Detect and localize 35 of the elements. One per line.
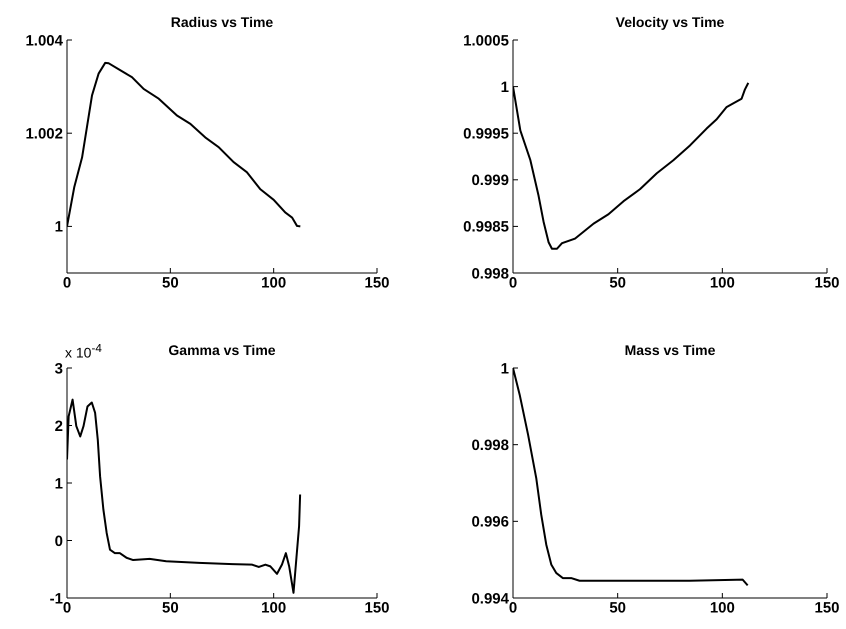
x-tick-label: 150 <box>814 274 840 292</box>
y-tick-label: 1 <box>500 360 509 378</box>
chart-title: Radius vs Time <box>170 14 274 30</box>
x-tick-label: 50 <box>162 600 179 617</box>
y-tick-label: 0.9995 <box>463 126 509 143</box>
chart-title: Gamma vs Time <box>168 342 276 358</box>
y-tick-label: 1 <box>500 78 509 96</box>
y-tick-label: 0.999 <box>471 172 509 190</box>
chart-title: Velocity vs Time <box>614 14 726 30</box>
y-tick-label: 1.002 <box>25 126 63 143</box>
y-tick-label: 3 <box>54 360 63 378</box>
y-tick-label: 2 <box>54 418 63 435</box>
y-tick-label: 0 <box>54 532 63 550</box>
y-tick-label: 1 <box>54 218 63 236</box>
x-tick-label: 100 <box>710 274 735 292</box>
y-tick-label: 0.998 <box>471 436 509 454</box>
y-tick-label: 0.994 <box>471 590 510 608</box>
text: x 10$^{-4}$ <box>65 342 102 361</box>
y-tick-label: 1 <box>54 475 63 492</box>
y-tick-label: 1.004 <box>25 32 64 50</box>
x-tick-label: 150 <box>364 600 390 617</box>
x-tick-label: 100 <box>261 274 286 292</box>
x-tick-label: 100 <box>710 600 735 617</box>
y-tick-label: 0.998 <box>471 265 509 282</box>
y-tick-label: -1 <box>50 590 63 608</box>
x-tick-label: 100 <box>261 600 286 617</box>
x-tick-label: 150 <box>814 600 840 617</box>
x-tick-label: 150 <box>364 274 390 292</box>
x-tick-label: 50 <box>609 600 626 617</box>
y-tick-label: 1.0005 <box>463 32 509 50</box>
x-tick-label: 50 <box>609 274 626 292</box>
x-tick-label: 50 <box>162 274 179 292</box>
chart-title: Mass vs Time <box>624 342 716 358</box>
y-tick-label: 0.9985 <box>463 218 509 236</box>
y-tick-label: 0.996 <box>471 514 509 531</box>
